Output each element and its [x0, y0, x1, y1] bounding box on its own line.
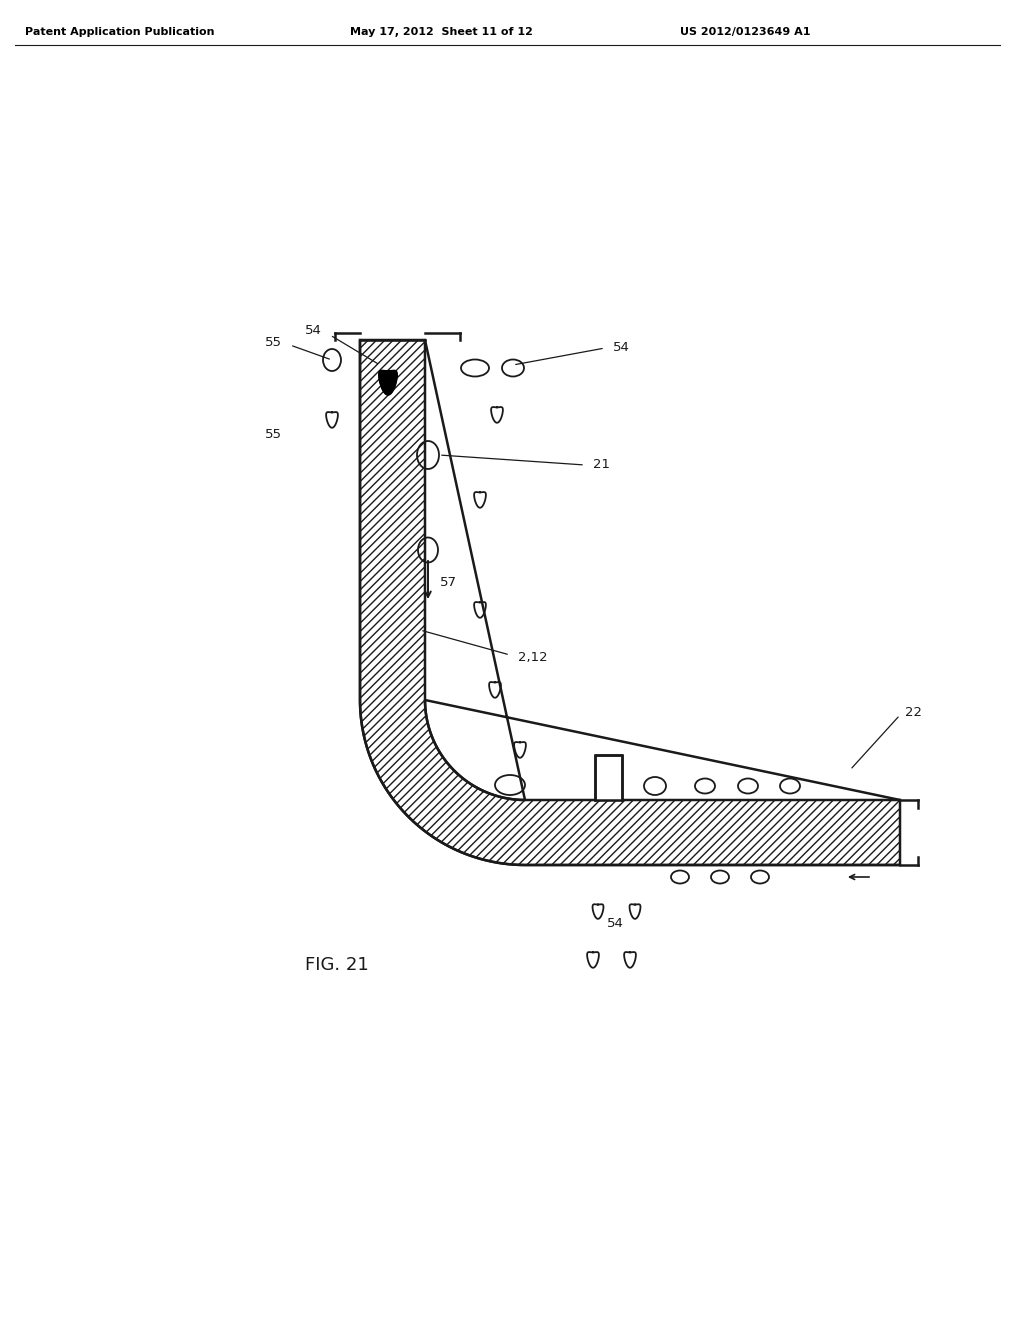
Text: Patent Application Publication: Patent Application Publication [25, 26, 214, 37]
Text: 22: 22 [905, 705, 922, 718]
Text: 57: 57 [440, 576, 457, 589]
Text: 55: 55 [265, 337, 282, 350]
Text: 55: 55 [265, 429, 282, 441]
Polygon shape [595, 755, 622, 800]
Text: 21: 21 [593, 458, 610, 471]
Text: 54: 54 [613, 342, 630, 355]
Text: US 2012/0123649 A1: US 2012/0123649 A1 [680, 26, 811, 37]
Polygon shape [379, 371, 397, 395]
Text: May 17, 2012  Sheet 11 of 12: May 17, 2012 Sheet 11 of 12 [350, 26, 532, 37]
Text: 2,12: 2,12 [518, 652, 548, 664]
Text: 54: 54 [305, 323, 322, 337]
Text: 54: 54 [606, 917, 624, 931]
Text: FIG. 21: FIG. 21 [305, 956, 369, 974]
Polygon shape [360, 341, 900, 865]
